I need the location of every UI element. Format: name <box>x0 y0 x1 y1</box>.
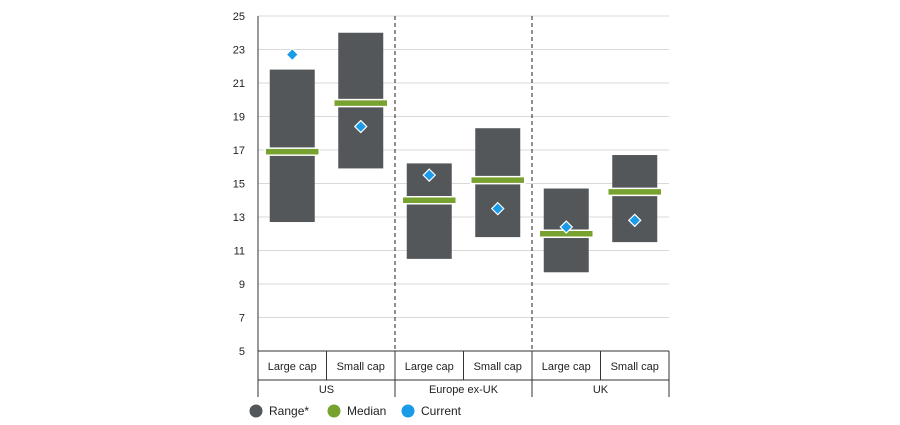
y-tick-label: 5 <box>239 346 245 358</box>
median-marker <box>607 187 663 197</box>
y-tick-label: 11 <box>234 246 245 258</box>
current-marker <box>627 213 642 228</box>
y-tick-label: 23 <box>233 45 245 57</box>
current-marker <box>353 119 368 134</box>
legend-label: Current <box>421 404 462 418</box>
legend-marker-median <box>327 404 341 418</box>
y-tick-label: 9 <box>239 279 245 291</box>
category-label: Large cap <box>268 361 317 373</box>
gridlines <box>258 15 669 352</box>
y-axis: 5 7 9 11 13 15 17 19 21 23 25 <box>233 11 259 358</box>
group-label: Europe ex-UK <box>429 384 499 396</box>
category-label: Large cap <box>542 361 591 373</box>
range-bar <box>269 69 315 223</box>
median-marker <box>470 175 526 185</box>
current-marker <box>490 201 505 216</box>
group-label: US <box>319 384 334 396</box>
legend-label: Median <box>347 404 386 418</box>
y-tick-label: 19 <box>233 112 245 124</box>
group-label: UK <box>593 384 609 396</box>
legend-marker-range <box>249 404 263 418</box>
y-tick-label: 7 <box>239 313 245 325</box>
category-label: Small cap <box>611 361 659 373</box>
current-marker <box>559 220 574 234</box>
median-marker <box>264 147 320 156</box>
range-bar <box>612 155 658 243</box>
category-label: Small cap <box>474 361 522 373</box>
y-tick-label: 15 <box>233 179 245 191</box>
legend-marker-current <box>401 404 415 418</box>
median-marker <box>333 98 389 108</box>
current-marker <box>422 168 437 182</box>
legend: Range* Median Current <box>249 404 462 418</box>
y-tick-label: 21 <box>233 78 245 90</box>
category-label: Small cap <box>337 361 385 373</box>
y-tick-label: 25 <box>233 11 245 23</box>
median-marker <box>401 196 457 205</box>
current-marker <box>285 47 300 62</box>
legend-label: Range* <box>269 404 309 418</box>
plot-area <box>264 16 663 351</box>
category-label: Large cap <box>405 361 454 373</box>
y-tick-label: 17 <box>233 145 245 157</box>
x-axis: Large cap Small cap Large cap Small cap Larg… <box>257 350 670 397</box>
y-tick-label: 13 <box>233 212 245 224</box>
